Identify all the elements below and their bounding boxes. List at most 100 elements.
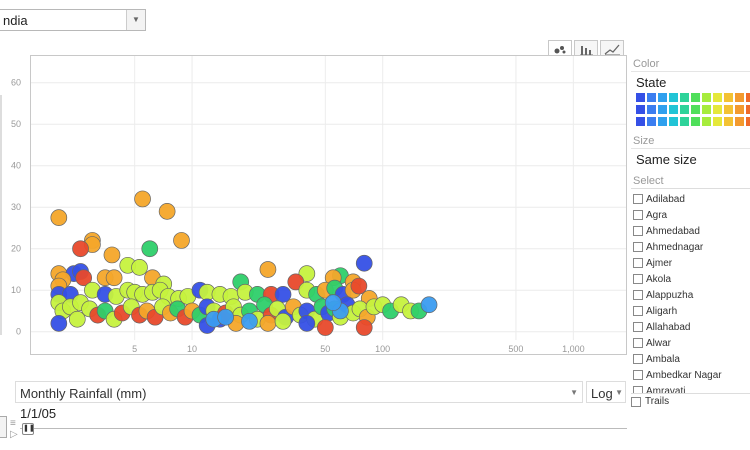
color-swatch	[724, 93, 733, 102]
trails-checkbox[interactable]	[631, 397, 641, 407]
current-date-label: 1/1/05	[20, 406, 57, 421]
data-bubble	[298, 315, 316, 332]
color-swatch	[636, 105, 645, 114]
select-item-label: Ambala	[646, 354, 680, 365]
color-swatch	[702, 117, 711, 126]
timeline-track[interactable]	[20, 428, 627, 429]
chevron-down-icon[interactable]: ▼	[570, 388, 578, 397]
select-item-label: Alwar	[646, 338, 672, 349]
color-swatch	[702, 105, 711, 114]
checkbox[interactable]	[633, 290, 643, 300]
x-tick-label: 50	[320, 344, 330, 354]
color-swatch	[713, 105, 722, 114]
color-swatch	[647, 117, 656, 126]
select-item-label: Akola	[646, 274, 672, 285]
select-item-label: Ahmednagar	[646, 242, 704, 253]
data-bubble	[274, 286, 292, 303]
chevron-down-icon[interactable]: ▼	[126, 10, 145, 30]
chart-plot-area[interactable]: 0 10 20 30 40 50 60 5 10 50 100 500 1,000	[11, 55, 627, 355]
data-bubble	[355, 319, 373, 336]
checkbox[interactable]	[633, 194, 643, 204]
checkbox[interactable]	[633, 274, 643, 284]
select-item-label: Aligarh	[646, 306, 678, 317]
data-bubble	[141, 240, 159, 258]
data-bubble	[158, 203, 176, 220]
y-tick-label: 0	[16, 327, 21, 337]
x-tick-label: 5	[132, 344, 137, 354]
data-bubble	[274, 312, 292, 330]
size-select[interactable]: Same size	[631, 148, 750, 169]
data-bubble	[316, 319, 334, 336]
color-swatch	[658, 117, 667, 126]
color-swatch	[691, 93, 700, 102]
x-tick-label: 10	[187, 344, 197, 354]
data-bubble	[134, 190, 151, 208]
select-item-label: Agra	[646, 210, 668, 221]
data-bubble	[103, 246, 121, 264]
checkbox[interactable]	[633, 258, 643, 268]
x-axis-metric-value: Monthly Rainfall (mm)	[20, 386, 147, 401]
x-axis-scale-select[interactable]: Log ▼	[586, 381, 626, 403]
checkbox[interactable]	[633, 242, 643, 252]
color-select[interactable]: State	[631, 71, 750, 92]
data-bubble	[50, 315, 68, 332]
size-label: Size	[633, 135, 655, 147]
left-panel-edge	[0, 95, 2, 335]
checkbox[interactable]	[633, 386, 643, 393]
select-label: Select	[633, 175, 664, 187]
bubble-chart[interactable]: 0 10 20 30 40 50 60 5 10 50 100 500 1,000	[11, 56, 626, 354]
region-select[interactable]: ndia ▼	[0, 9, 146, 31]
data-bubble	[72, 240, 89, 258]
color-swatch	[669, 105, 678, 114]
x-axis-metric-select[interactable]: Monthly Rainfall (mm) ▼	[15, 381, 583, 403]
y-tick-label: 10	[11, 285, 21, 295]
color-swatch	[724, 117, 733, 126]
checkbox[interactable]	[633, 354, 643, 364]
data-bubble	[324, 294, 342, 312]
color-swatch	[724, 105, 733, 114]
speed-icon[interactable]: ≡ ▷	[10, 418, 18, 440]
data-bubble	[68, 310, 86, 328]
color-swatch	[746, 105, 750, 114]
checkbox[interactable]	[633, 370, 643, 380]
timeline-handle[interactable]: ❚❚	[22, 423, 35, 435]
checkbox[interactable]	[633, 210, 643, 220]
data-bubble	[259, 261, 277, 278]
play-button[interactable]	[0, 416, 7, 438]
bubble-chart-icon	[554, 46, 566, 54]
color-swatch	[713, 93, 722, 102]
color-swatch	[691, 117, 700, 126]
checkbox[interactable]	[633, 226, 643, 236]
color-swatch	[669, 93, 678, 102]
checkbox[interactable]	[633, 306, 643, 316]
select-item-label: Ajmer	[646, 258, 673, 269]
data-bubble	[50, 209, 68, 226]
data-bubble	[131, 259, 148, 276]
data-bubble	[241, 312, 258, 330]
color-swatch	[658, 105, 667, 114]
color-swatch	[680, 105, 689, 114]
trails-toggle[interactable]: Trails	[631, 396, 711, 410]
select-item-label: Alappuzha	[646, 290, 694, 301]
data-bubble	[105, 269, 123, 287]
color-swatch	[669, 117, 678, 126]
tab-bubble-chart[interactable]	[548, 40, 572, 57]
trails-label: Trails	[645, 396, 670, 407]
entity-select-list[interactable]: Adilabad Agra Ahmedabad Ahmednagar Ajmer Akol…	[631, 188, 750, 394]
color-select-value: State	[636, 75, 667, 90]
color-swatch	[636, 93, 645, 102]
checkbox[interactable]	[633, 338, 643, 348]
checkbox[interactable]	[633, 322, 643, 332]
chevron-down-icon[interactable]: ▼	[615, 388, 623, 397]
color-swatch	[713, 117, 722, 126]
color-swatch	[680, 117, 689, 126]
data-bubble	[355, 254, 373, 272]
y-tick-label: 20	[11, 244, 21, 254]
select-item-label: Amravati	[646, 386, 686, 394]
color-swatch	[735, 105, 744, 114]
tab-bar-chart[interactable]	[574, 40, 598, 56]
tab-line-chart[interactable]	[600, 40, 624, 56]
color-swatch	[702, 93, 711, 102]
data-bubble	[350, 277, 368, 295]
data-bubble	[259, 315, 277, 332]
